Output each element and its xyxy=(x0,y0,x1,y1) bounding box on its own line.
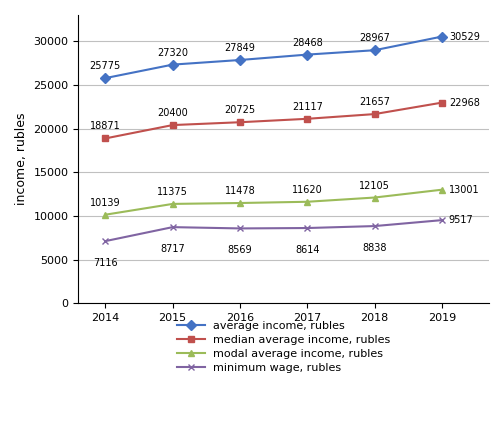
Y-axis label: income, rubles: income, rubles xyxy=(15,113,28,206)
minimum wage, rubles xyxy=(237,226,243,231)
modal average income, rubles xyxy=(237,200,243,206)
median average income, rubles xyxy=(102,136,108,141)
Text: 28468: 28468 xyxy=(292,37,323,48)
average income, rubles xyxy=(371,48,377,53)
minimum wage, rubles xyxy=(304,225,310,231)
average income, rubles xyxy=(170,62,176,67)
Text: 12105: 12105 xyxy=(359,181,390,190)
Text: 21117: 21117 xyxy=(292,102,323,112)
Text: 8838: 8838 xyxy=(362,243,387,253)
average income, rubles xyxy=(237,58,243,63)
modal average income, rubles xyxy=(439,187,445,192)
Text: 25775: 25775 xyxy=(90,61,121,71)
Text: 18871: 18871 xyxy=(90,121,120,132)
Text: 11375: 11375 xyxy=(157,187,188,197)
Text: 22968: 22968 xyxy=(449,98,480,107)
modal average income, rubles xyxy=(170,201,176,206)
average income, rubles xyxy=(439,34,445,39)
median average income, rubles xyxy=(439,100,445,105)
Text: 11620: 11620 xyxy=(292,185,323,195)
Text: 27320: 27320 xyxy=(157,48,188,58)
Text: 20725: 20725 xyxy=(224,105,256,115)
modal average income, rubles xyxy=(304,199,310,204)
median average income, rubles xyxy=(371,112,377,117)
Legend: average income, rubles, median average income, rubles, modal average income, rub: average income, rubles, median average i… xyxy=(171,314,396,379)
modal average income, rubles xyxy=(102,212,108,217)
Line: median average income, rubles: median average income, rubles xyxy=(102,99,446,142)
average income, rubles xyxy=(304,52,310,57)
Text: 7116: 7116 xyxy=(93,258,117,268)
modal average income, rubles xyxy=(371,195,377,200)
Text: 9517: 9517 xyxy=(449,215,474,225)
Line: minimum wage, rubles: minimum wage, rubles xyxy=(102,217,446,244)
Text: 28967: 28967 xyxy=(359,33,390,43)
Text: 11478: 11478 xyxy=(225,186,256,196)
Line: modal average income, rubles: modal average income, rubles xyxy=(102,186,446,218)
Text: 20400: 20400 xyxy=(157,108,188,118)
Line: average income, rubles: average income, rubles xyxy=(102,33,446,82)
minimum wage, rubles xyxy=(170,224,176,230)
Text: 21657: 21657 xyxy=(359,97,390,107)
Text: 8717: 8717 xyxy=(160,244,185,254)
average income, rubles xyxy=(102,75,108,81)
Text: 10139: 10139 xyxy=(90,198,120,208)
Text: 13001: 13001 xyxy=(449,185,479,195)
Text: 8569: 8569 xyxy=(228,245,253,255)
Text: 27849: 27849 xyxy=(224,43,256,53)
minimum wage, rubles xyxy=(102,239,108,244)
median average income, rubles xyxy=(304,116,310,121)
minimum wage, rubles xyxy=(439,218,445,223)
median average income, rubles xyxy=(170,122,176,128)
Text: 8614: 8614 xyxy=(295,245,320,255)
minimum wage, rubles xyxy=(371,223,377,229)
Text: 30529: 30529 xyxy=(449,32,480,41)
median average income, rubles xyxy=(237,120,243,125)
